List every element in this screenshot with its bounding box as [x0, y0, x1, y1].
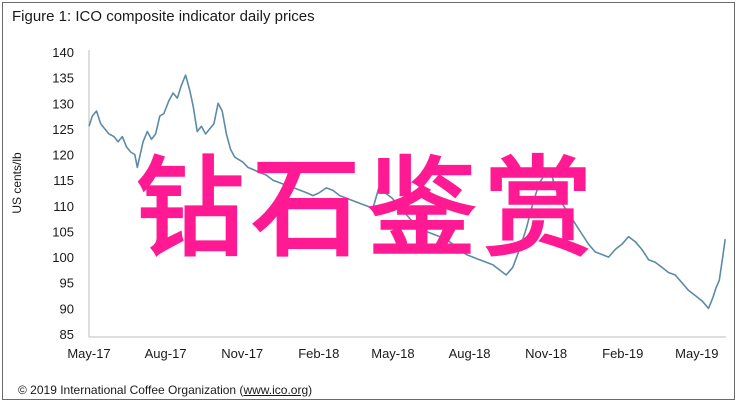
y-tick-90: 90	[60, 301, 74, 316]
x-tick-nov-18: Nov-18	[525, 346, 567, 361]
x-tick-aug-17: Aug-17	[145, 346, 187, 361]
y-tick-115: 115	[53, 173, 74, 188]
figure-frame	[2, 2, 735, 400]
y-tick-labels: 85 90 95 100 105 110 115 120 125 130 135 140	[52, 45, 74, 342]
chart-title: Figure 1: ICO composite indicator daily …	[12, 8, 315, 25]
x-tick-feb-18: Feb-18	[298, 346, 339, 361]
y-tick-110: 110	[53, 199, 74, 214]
y-tick-95: 95	[60, 276, 74, 291]
x-tick-labels: May-17 Aug-17 Nov-17 Feb-18 May-18 Aug-18 Nov-…	[67, 346, 718, 361]
y-tick-135: 135	[52, 71, 74, 86]
y-tick-120: 120	[52, 148, 74, 163]
copyright-note: © 2019 International Coffee Organization…	[18, 383, 312, 397]
y-tick-140: 140	[52, 45, 74, 60]
y-tick-125: 125	[52, 122, 74, 137]
x-tick-aug-18: Aug-18	[449, 346, 491, 361]
y-tick-85: 85	[60, 327, 74, 342]
x-tick-may-17: May-17	[67, 346, 110, 361]
x-tick-nov-17: Nov-17	[221, 346, 263, 361]
x-tick-may-18: May-18	[371, 346, 414, 361]
ico-website-link[interactable]: www.ico.org	[243, 383, 309, 397]
copyright-text: © 2019 International Coffee Organization…	[18, 383, 244, 397]
y-tick-130: 130	[52, 96, 74, 111]
y-tick-105: 105	[52, 224, 74, 239]
y-tick-100: 100	[52, 250, 74, 265]
x-tick-may-19: May-19	[675, 346, 718, 361]
series-line-ico-composite	[88, 74, 726, 310]
x-tick-feb-19: Feb-19	[602, 346, 643, 361]
copyright-close: )	[308, 383, 313, 397]
